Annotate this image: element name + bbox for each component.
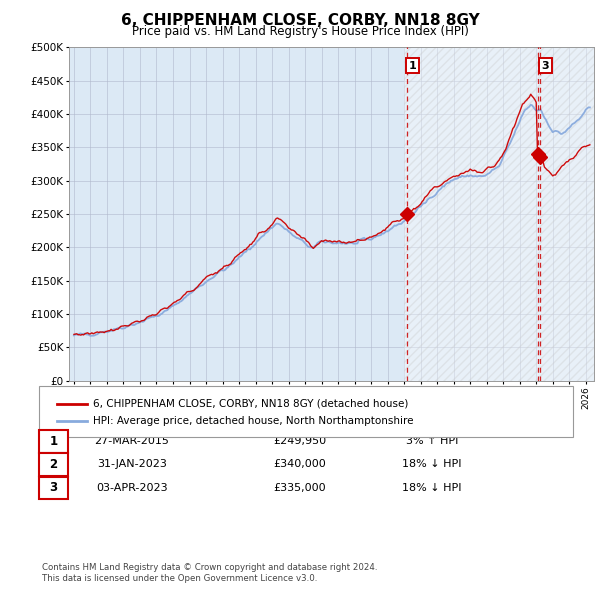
Text: 6, CHIPPENHAM CLOSE, CORBY, NN18 8GY: 6, CHIPPENHAM CLOSE, CORBY, NN18 8GY — [121, 13, 479, 28]
Text: 1: 1 — [409, 61, 416, 71]
Text: £335,000: £335,000 — [274, 483, 326, 493]
Text: Contains HM Land Registry data © Crown copyright and database right 2024.: Contains HM Land Registry data © Crown c… — [42, 563, 377, 572]
Text: £340,000: £340,000 — [274, 460, 326, 469]
Text: 18% ↓ HPI: 18% ↓ HPI — [402, 460, 462, 469]
Text: Price paid vs. HM Land Registry's House Price Index (HPI): Price paid vs. HM Land Registry's House … — [131, 25, 469, 38]
Text: 3: 3 — [541, 61, 549, 71]
Text: HPI: Average price, detached house, North Northamptonshire: HPI: Average price, detached house, Nort… — [93, 417, 413, 426]
Text: 18% ↓ HPI: 18% ↓ HPI — [402, 483, 462, 493]
Text: 27-MAR-2015: 27-MAR-2015 — [95, 437, 169, 446]
Text: 1: 1 — [49, 435, 58, 448]
Text: 6, CHIPPENHAM CLOSE, CORBY, NN18 8GY (detached house): 6, CHIPPENHAM CLOSE, CORBY, NN18 8GY (de… — [93, 399, 409, 408]
Text: 03-APR-2023: 03-APR-2023 — [96, 483, 168, 493]
Text: 2: 2 — [49, 458, 58, 471]
Text: 31-JAN-2023: 31-JAN-2023 — [97, 460, 167, 469]
Text: This data is licensed under the Open Government Licence v3.0.: This data is licensed under the Open Gov… — [42, 574, 317, 583]
Text: £249,950: £249,950 — [274, 437, 326, 446]
Text: 3% ↑ HPI: 3% ↑ HPI — [406, 437, 458, 446]
Text: 3: 3 — [49, 481, 58, 494]
